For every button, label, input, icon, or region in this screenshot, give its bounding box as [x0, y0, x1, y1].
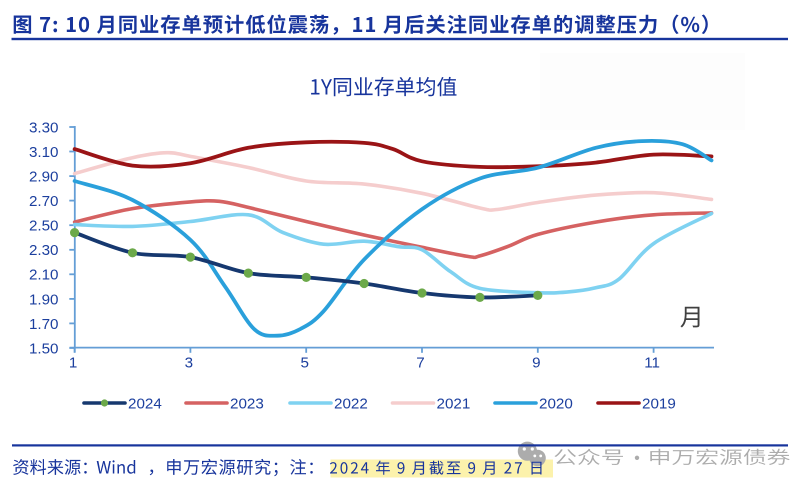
svg-text:2.50: 2.50 [29, 218, 59, 235]
svg-text:7: 7 [416, 355, 424, 372]
svg-text:3.10: 3.10 [29, 144, 59, 161]
svg-text:2.30: 2.30 [29, 242, 59, 259]
svg-text:2.10: 2.10 [29, 267, 59, 284]
svg-text:2.70: 2.70 [29, 193, 59, 210]
svg-text:2021: 2021 [437, 395, 471, 412]
svg-text:1.70: 1.70 [29, 316, 59, 333]
svg-text:1.90: 1.90 [29, 291, 59, 308]
svg-text:2024: 2024 [128, 395, 162, 412]
svg-text:5: 5 [300, 355, 308, 372]
svg-text:1.50: 1.50 [29, 340, 59, 357]
svg-text:2019: 2019 [642, 395, 676, 412]
svg-text:11: 11 [644, 355, 660, 372]
svg-text:3.30: 3.30 [29, 119, 59, 136]
svg-text:1: 1 [69, 355, 77, 372]
svg-text:3: 3 [185, 355, 193, 372]
svg-text:2020: 2020 [539, 395, 573, 412]
svg-text:2.90: 2.90 [29, 169, 59, 186]
svg-text:2023: 2023 [230, 395, 264, 412]
svg-text:2022: 2022 [334, 395, 368, 412]
svg-text:9: 9 [532, 355, 540, 372]
